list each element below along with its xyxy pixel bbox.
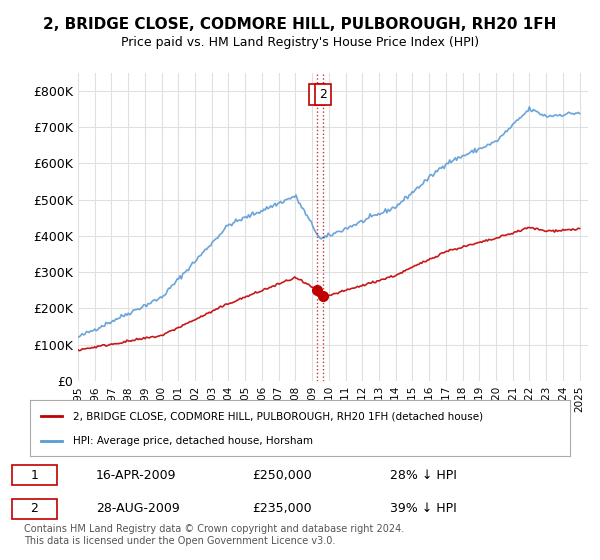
Text: 28-AUG-2009: 28-AUG-2009 (96, 502, 180, 515)
Text: Contains HM Land Registry data © Crown copyright and database right 2024.
This d: Contains HM Land Registry data © Crown c… (24, 524, 404, 546)
Text: 16-APR-2009: 16-APR-2009 (96, 469, 176, 482)
Text: 2, BRIDGE CLOSE, CODMORE HILL, PULBOROUGH, RH20 1FH (detached house): 2, BRIDGE CLOSE, CODMORE HILL, PULBOROUG… (73, 411, 484, 421)
Text: £235,000: £235,000 (252, 502, 311, 515)
Text: 2: 2 (319, 88, 327, 101)
FancyBboxPatch shape (12, 498, 57, 519)
Text: HPI: Average price, detached house, Horsham: HPI: Average price, detached house, Hors… (73, 436, 313, 446)
Text: 2: 2 (30, 502, 38, 515)
Text: Price paid vs. HM Land Registry's House Price Index (HPI): Price paid vs. HM Land Registry's House … (121, 36, 479, 49)
Text: 1: 1 (313, 88, 321, 101)
Text: £250,000: £250,000 (252, 469, 312, 482)
Text: 2, BRIDGE CLOSE, CODMORE HILL, PULBOROUGH, RH20 1FH: 2, BRIDGE CLOSE, CODMORE HILL, PULBOROUG… (43, 17, 557, 32)
Text: 28% ↓ HPI: 28% ↓ HPI (390, 469, 457, 482)
Text: 39% ↓ HPI: 39% ↓ HPI (390, 502, 457, 515)
Text: 1: 1 (30, 469, 38, 482)
FancyBboxPatch shape (12, 465, 57, 486)
